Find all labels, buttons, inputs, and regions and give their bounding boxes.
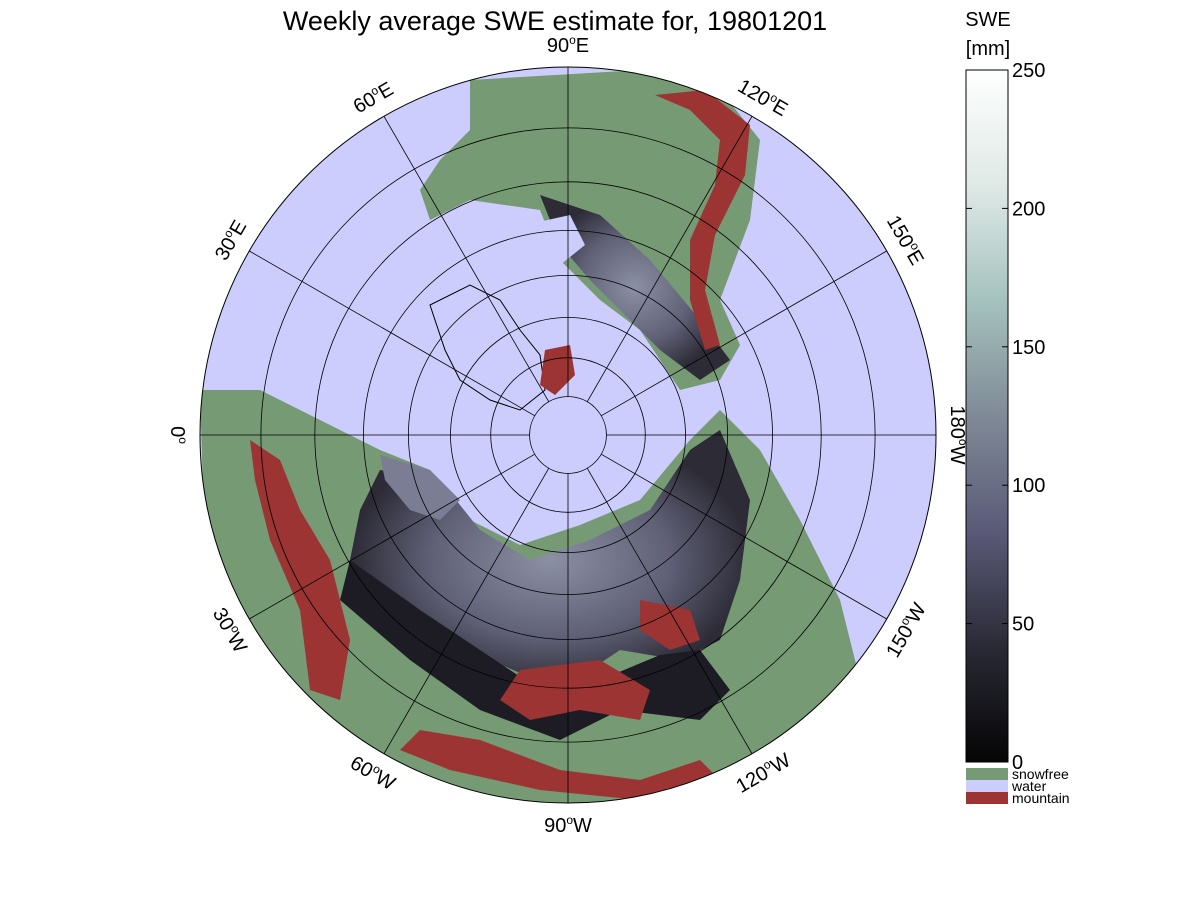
colorbar-tick-label: 150 [1012, 337, 1045, 359]
meridian-line [601, 250, 887, 417]
longitude-label: 60oE [349, 76, 398, 118]
colorbar-tick-label: 100 [1012, 475, 1045, 497]
north-america-mountains [655, 90, 750, 350]
legend-swatch [966, 768, 1008, 780]
north-america-snow [540, 195, 730, 380]
meridian-line [586, 468, 753, 754]
meridian-line [249, 250, 535, 417]
meridian-line [601, 453, 887, 620]
hudson-bay [525, 215, 585, 265]
colorbar-title-line2: [mm] [966, 38, 1010, 60]
colorbar: SWE [mm] 0 50 100 150 200 250 snowfreewatermo… [965, 9, 1069, 806]
scandinavia-snow [380, 455, 460, 520]
colorbar-tick-label: 250 [1012, 60, 1045, 82]
meridian-line [249, 453, 535, 620]
figure-title: Weekly average SWE estimate for, 1980120… [283, 6, 827, 36]
graticule [200, 67, 936, 803]
meridian-line [383, 116, 550, 402]
meridian-line [586, 116, 753, 402]
meridian-line [383, 468, 550, 754]
longitude-label: 180oW [946, 406, 970, 465]
colorbar-tick-label: 50 [1012, 614, 1034, 636]
eurasia-mountains [250, 440, 720, 800]
legend-label: water [1011, 778, 1047, 794]
legend-swatch [966, 780, 1008, 792]
colorbar-gradient [965, 69, 1009, 763]
colorbar-title-line1: SWE [965, 9, 1011, 31]
longitude-label: 90oE [547, 33, 589, 57]
colorbar-tick-label: 200 [1012, 198, 1045, 220]
longitude-label: 90oW [544, 813, 592, 837]
landmasses [200, 70, 860, 803]
colorbar-ticks: 0 50 100 150 200 250 [966, 60, 1045, 774]
longitude-label: 0o [166, 426, 190, 444]
colorbar-tick-label: 0 [1012, 752, 1023, 774]
polar-map: 90oW120oW150oW180oW150oE120oE90oE60oE30o… [166, 33, 970, 837]
legend-label: snowfree [1012, 766, 1069, 782]
legend-swatch [966, 792, 1008, 804]
longitude-label: 30oE [209, 216, 251, 265]
legend-label: mountain [1012, 790, 1070, 806]
